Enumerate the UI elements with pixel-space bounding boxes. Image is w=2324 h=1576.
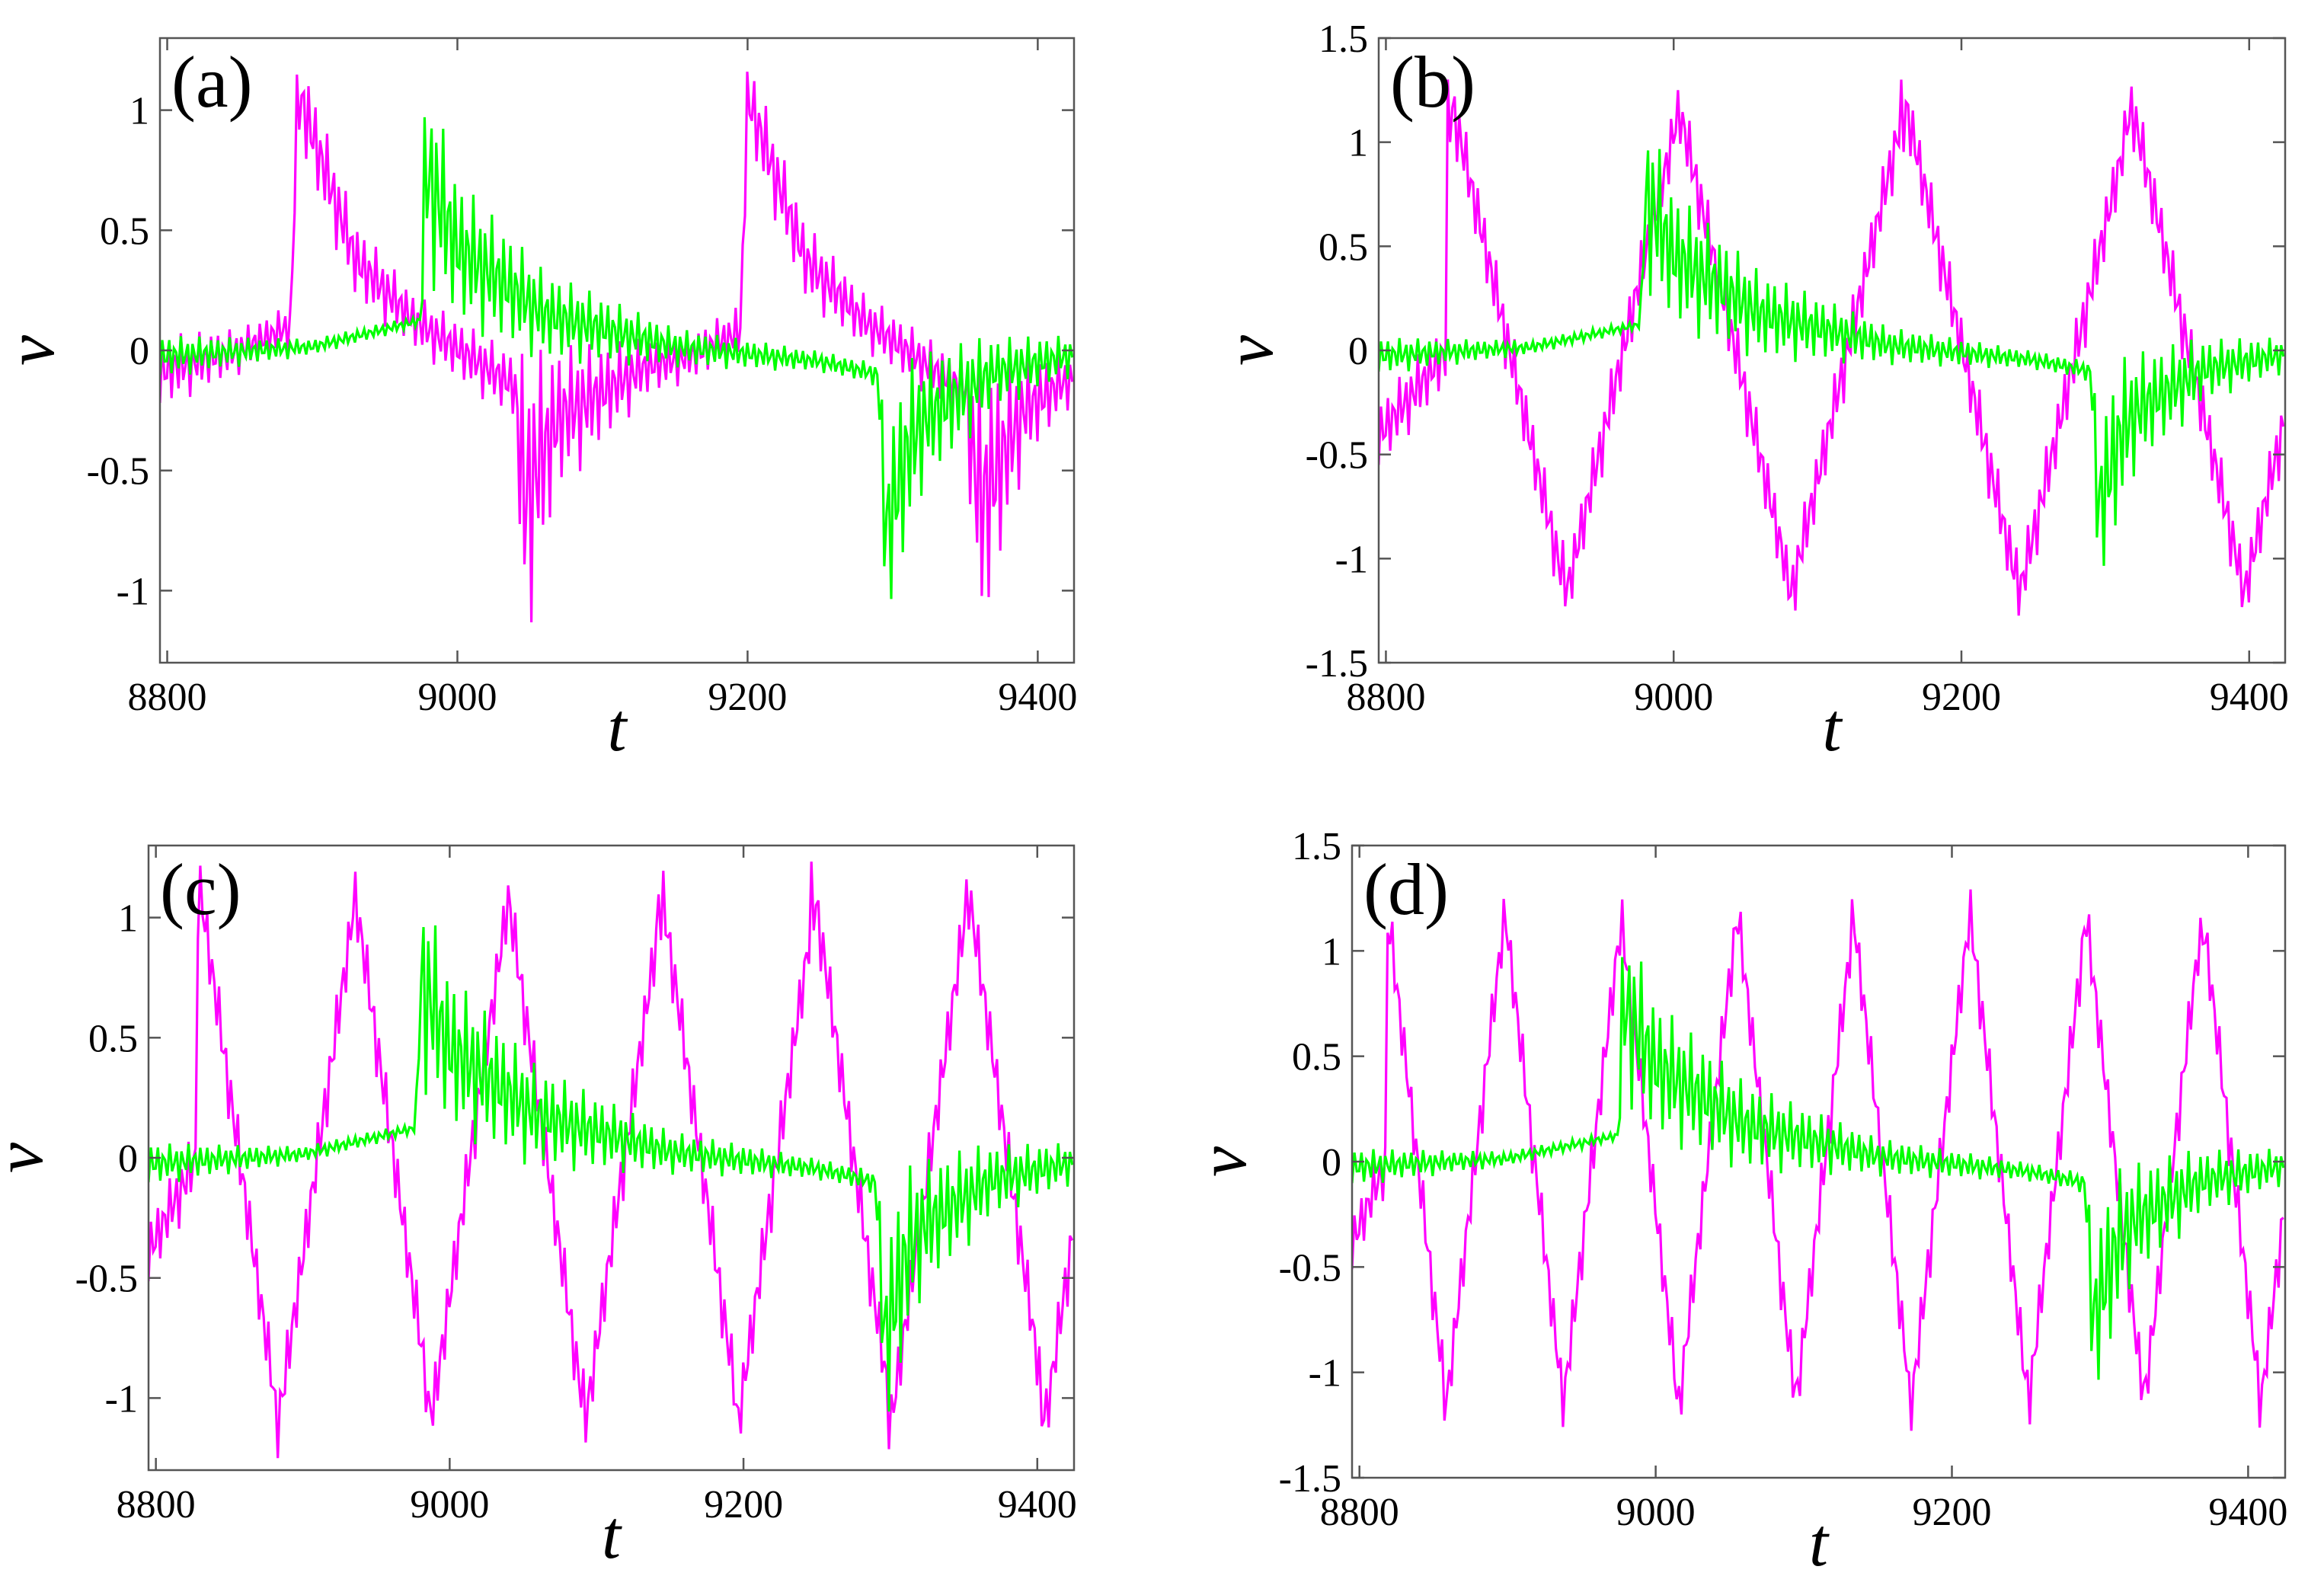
y-tick-label: 0: [129, 330, 149, 373]
y-tick-label: 0.5: [1319, 225, 1368, 269]
x-tick-label: 9200: [704, 1483, 783, 1526]
y-tick-label: 0: [118, 1137, 138, 1181]
x-tick-label: 8800: [117, 1483, 196, 1526]
y-tick-label: -0.5: [87, 450, 149, 494]
x-tick-label: 9000: [417, 676, 497, 719]
y-tick-label: 1: [118, 897, 138, 941]
panel-a: 8800 9000 9200 9400 -1 -0.5 0 0.5 1 t ν (a): [0, 37, 1077, 766]
plot-area: [160, 72, 1074, 623]
plot-area: [1352, 889, 2285, 1431]
series-green-line: [160, 117, 1074, 599]
x-tick-label: 8800: [1320, 1491, 1399, 1534]
y-tick-label: 1: [1322, 930, 1341, 973]
series-green-line: [1352, 957, 2285, 1380]
y-tick-label: 0.5: [88, 1017, 138, 1060]
x-tick-label: 9000: [1634, 676, 1713, 719]
y-tick-label: 0.5: [1292, 1036, 1341, 1079]
y-tick-label: -0.5: [75, 1258, 138, 1301]
panel-label: (a): [171, 41, 253, 123]
x-tick-label: 9000: [410, 1483, 489, 1526]
panel-label: (b): [1390, 41, 1475, 123]
y-tick-label: -1: [1309, 1352, 1341, 1395]
y-tick-label: -1.5: [1306, 642, 1368, 686]
y-tick-label: 1.5: [1319, 18, 1368, 61]
panel-c: 8800 9000 9200 9400 -1 -0.5 0 0.5 1 t ν (c): [0, 844, 1077, 1573]
x-axis-label: t: [1822, 690, 1843, 766]
y-axis-label: ν: [1185, 1146, 1261, 1177]
y-tick-label: -1.5: [1279, 1457, 1341, 1501]
x-tick-label: 9200: [708, 676, 787, 719]
y-tick-label: -0.5: [1306, 434, 1368, 478]
x-axis-label: t: [607, 690, 628, 766]
y-tick-label: -1: [105, 1377, 138, 1421]
x-tick-label: 9400: [998, 676, 1077, 719]
panel-d: 8800 9000 9200 9400 -1.5 -1 -0.5 0 0.5 1 1.5 t ν (d): [1185, 825, 2287, 1576]
y-tick-label: 1: [1348, 122, 1368, 165]
x-tick-label: 9400: [2208, 1491, 2287, 1534]
y-tick-label: 1: [129, 90, 149, 133]
x-tick-label: 8800: [128, 676, 207, 719]
series-green-line: [149, 925, 1074, 1412]
panel-label: (c): [160, 849, 241, 930]
plot-area: [1379, 79, 2285, 616]
x-tick-label: 8800: [1346, 676, 1425, 719]
series-magenta-line: [160, 72, 1074, 623]
x-tick-label: 9200: [1913, 1491, 1992, 1534]
x-tick-label: 9000: [1616, 1491, 1696, 1534]
y-tick-label: 0: [1348, 330, 1368, 373]
y-tick-label: 0.5: [100, 209, 149, 253]
y-tick-label: -1: [1335, 538, 1368, 581]
x-tick-label: 9200: [1922, 676, 2001, 719]
x-axis-label: t: [1809, 1505, 1830, 1576]
series-magenta-line: [1379, 79, 2285, 616]
x-tick-label: 9400: [998, 1483, 1077, 1526]
panel-b: 8800 9000 9200 9400 -1.5 -1 -0.5 0 0.5 1 1.5 t ν (b): [1212, 18, 2289, 766]
x-axis-label: t: [602, 1498, 622, 1573]
y-tick-label: -1: [117, 570, 149, 613]
y-tick-label: -0.5: [1279, 1246, 1341, 1290]
y-tick-label: 1.5: [1292, 825, 1341, 868]
y-tick-label: 0: [1322, 1141, 1341, 1184]
panel-label: (d): [1363, 849, 1449, 930]
plot-area: [149, 862, 1074, 1459]
y-axis-label: ν: [1212, 335, 1287, 366]
y-axis-label: ν: [0, 1143, 57, 1173]
x-tick-label: 9400: [2210, 676, 2289, 719]
y-axis-label: ν: [0, 335, 69, 366]
series-green-line: [1379, 149, 2285, 566]
